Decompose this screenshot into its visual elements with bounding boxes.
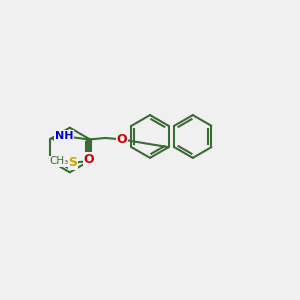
Text: S: S (68, 156, 77, 169)
Text: O: O (116, 133, 127, 146)
Text: O: O (84, 153, 94, 166)
Text: CH₃: CH₃ (50, 156, 69, 166)
Text: NH: NH (55, 131, 73, 141)
